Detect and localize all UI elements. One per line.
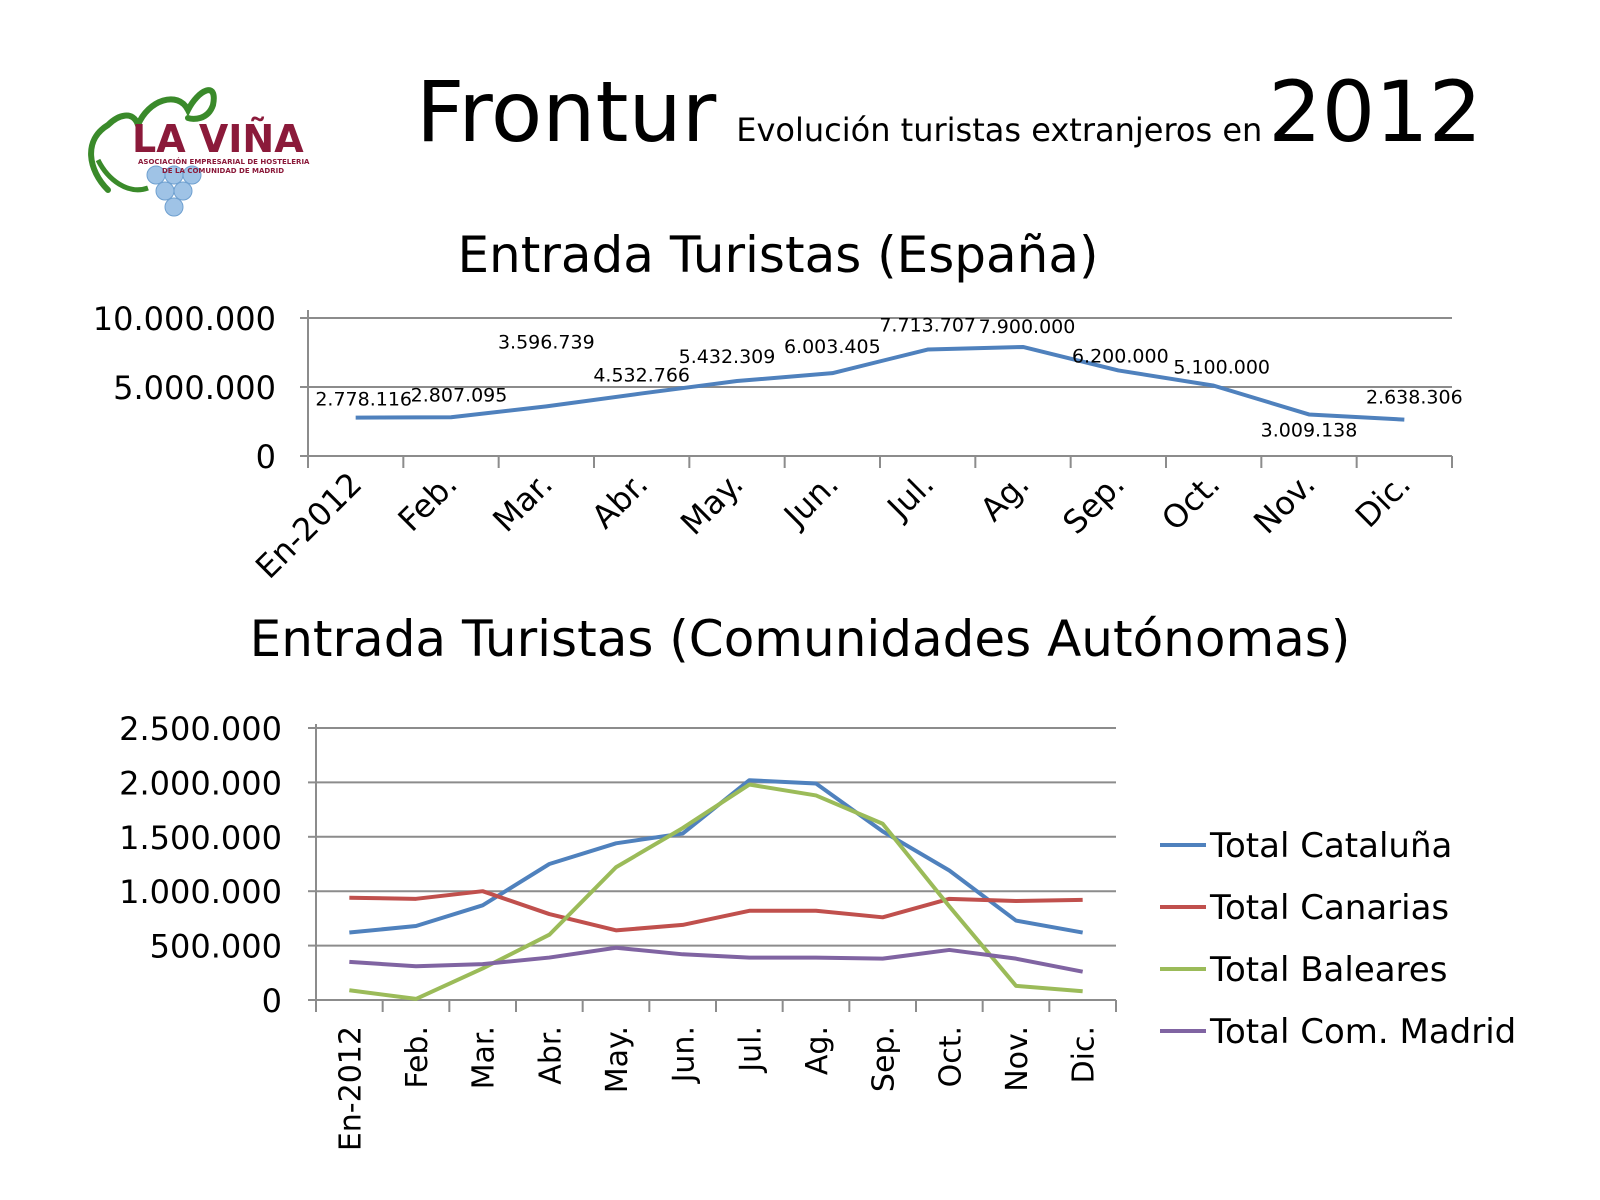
data-label: 2.778.116	[315, 389, 412, 411]
page-title: Frontur Evolución turistas extranjeros en…	[416, 70, 1482, 154]
title-year: 2012	[1268, 63, 1483, 161]
data-label: 5.100.000	[1173, 357, 1270, 379]
data-label: 6.003.405	[784, 336, 881, 358]
series-line-1	[349, 889, 1083, 933]
chart-1-title: Entrada Turistas (España)	[457, 226, 1098, 284]
series-line-spain	[355, 344, 1405, 422]
series-line-2	[349, 782, 1083, 1001]
logo-tagline-1: ASOCIACIÓN EMPRESARIAL DE HOSTELERIA	[138, 157, 310, 166]
x-tick-label: Mar.	[485, 465, 560, 540]
x-tick-label: May.	[600, 1026, 635, 1093]
chart-2-title: Entrada Turistas (Comunidades Autónomas)	[250, 610, 1351, 668]
y-tick-label: 5.000.000	[113, 369, 276, 407]
legend-label: Total Com. Madrid	[1209, 1012, 1516, 1052]
data-label: 2.638.306	[1366, 387, 1463, 409]
x-tick-label: Feb.	[391, 465, 465, 539]
x-tick-label: May.	[673, 465, 751, 543]
legend-label: Total Cataluña	[1209, 826, 1452, 866]
data-label: 6.200.000	[1072, 345, 1169, 367]
x-tick-label: Dic.	[1348, 465, 1418, 535]
y-tick-label: 500.000	[150, 928, 282, 966]
x-tick-label: Sep.	[867, 1026, 902, 1092]
series-line-0	[349, 778, 1084, 935]
x-tick-label: Jun.	[667, 1026, 702, 1084]
y-tick-label: 1.500.000	[119, 819, 282, 857]
x-tick-label: Sep.	[1055, 465, 1132, 542]
title-subtitle: Evolución turistas extranjeros en	[736, 111, 1263, 149]
x-tick-label: Jul.	[879, 465, 942, 528]
data-label: 5.432.309	[679, 346, 776, 368]
data-label: 7.713.707	[879, 315, 976, 337]
data-label: 4.532.766	[593, 364, 690, 386]
x-tick-label: Mar.	[467, 1026, 502, 1089]
grapes-icon	[146, 165, 202, 217]
x-tick-label: Ag.	[973, 465, 1037, 529]
y-tick-label: 1.000.000	[119, 873, 282, 911]
legend-label: Total Baleares	[1209, 950, 1447, 990]
y-tick-label: 0	[256, 438, 276, 476]
data-label: 2.807.095	[411, 384, 508, 406]
x-tick-label: En-2012	[333, 1026, 368, 1151]
y-tick-label: 10.000.000	[93, 300, 276, 338]
data-label: 3.009.138	[1261, 419, 1358, 441]
x-tick-label: Dic.	[1067, 1026, 1102, 1083]
title-frontur: Frontur	[416, 63, 717, 161]
x-tick-label: Nov.	[1000, 1026, 1035, 1092]
x-tick-label: Jul.	[733, 1026, 768, 1074]
vine-leaf-icon	[88, 87, 217, 193]
y-tick-label: 2.000.000	[119, 764, 282, 802]
la-vina-logo: LA VIÑA ASOCIACIÓN EMPRESARIAL DE HOSTEL…	[88, 87, 310, 217]
x-tick-label: Abr.	[584, 465, 655, 536]
x-tick-label: Nov.	[1246, 465, 1322, 541]
x-tick-label: Ag.	[800, 1026, 835, 1075]
data-label: 3.596.739	[498, 331, 595, 353]
series-line-3	[349, 945, 1084, 974]
x-tick-label: Feb.	[400, 1026, 435, 1089]
y-tick-label: 2.500.000	[119, 710, 282, 748]
legend-label: Total Canarias	[1209, 888, 1449, 928]
data-label: 7.900.000	[979, 316, 1076, 338]
x-tick-label: Oct.	[933, 1026, 968, 1087]
x-tick-label: Abr.	[533, 1026, 568, 1085]
x-tick-label: En-2012	[248, 465, 369, 586]
logo-tagline-2: DE LA COMUNIDAD DE MADRID	[162, 167, 284, 175]
x-tick-label: Oct.	[1154, 465, 1227, 538]
x-tick-label: Jun.	[775, 465, 846, 536]
logo-text: LA VIÑA	[132, 117, 304, 161]
y-tick-label: 0	[262, 982, 282, 1020]
